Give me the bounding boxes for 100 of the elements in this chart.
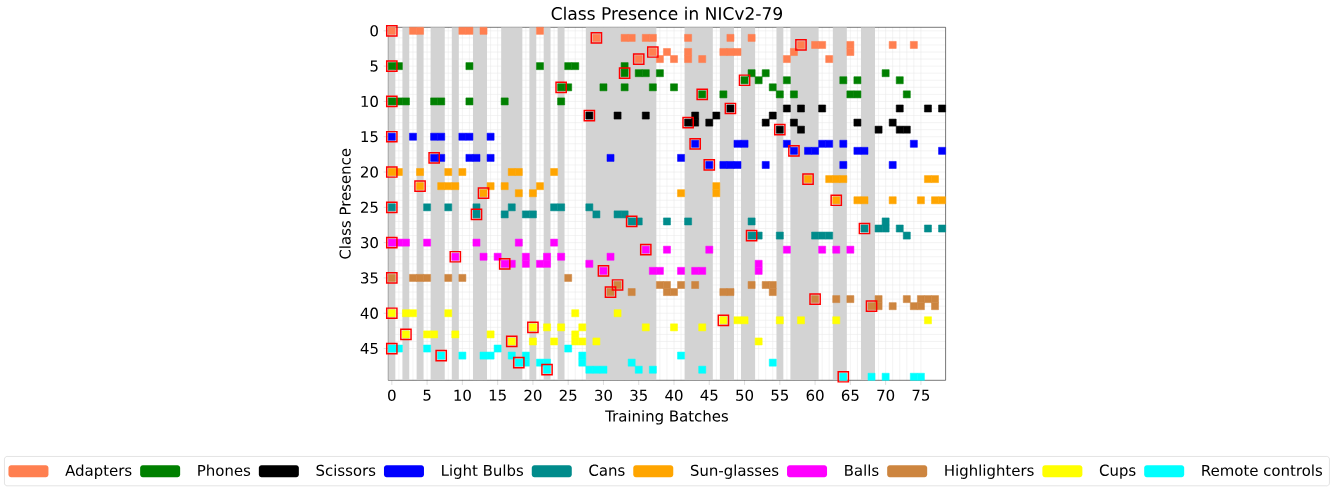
point [874, 224, 883, 233]
point [910, 302, 918, 310]
y-tick-label: 15 [361, 131, 378, 143]
point [472, 238, 481, 247]
point [825, 139, 833, 148]
point [761, 161, 770, 169]
point [818, 139, 826, 148]
point [684, 217, 692, 226]
point [733, 139, 742, 148]
point [423, 203, 431, 212]
point [761, 281, 770, 289]
point [924, 224, 932, 233]
point [691, 281, 699, 289]
point [910, 372, 918, 381]
point [515, 189, 523, 198]
point [768, 288, 777, 296]
point [402, 97, 410, 106]
point [430, 132, 438, 141]
point [768, 111, 777, 120]
point [402, 309, 410, 318]
point [825, 231, 833, 240]
point [783, 104, 791, 113]
point [705, 118, 714, 127]
point [641, 323, 650, 332]
point [783, 76, 791, 85]
point [790, 90, 798, 99]
point [740, 316, 749, 325]
x-tick-label: 15 [489, 389, 506, 401]
point [874, 295, 883, 303]
point [917, 302, 925, 310]
point [691, 111, 699, 120]
point [444, 203, 453, 212]
point [698, 267, 707, 275]
point [811, 231, 819, 240]
point [677, 267, 685, 275]
point [557, 97, 565, 106]
x-tick-label: 35 [630, 389, 647, 401]
point [832, 316, 841, 325]
point [620, 34, 629, 42]
point [825, 55, 833, 63]
point [726, 48, 735, 56]
point [776, 90, 784, 99]
point [938, 104, 946, 113]
point [500, 210, 509, 219]
point [543, 323, 551, 332]
point [761, 69, 770, 77]
point [719, 161, 728, 169]
point [550, 168, 558, 176]
point [754, 337, 763, 346]
point [832, 245, 841, 254]
point [719, 48, 728, 56]
point [529, 210, 537, 219]
point [656, 69, 664, 77]
point [451, 330, 460, 339]
point [571, 309, 580, 318]
point [839, 161, 848, 169]
point [712, 182, 721, 190]
x-tick-label: 25 [559, 389, 577, 401]
legend-label: Sun-glasses [690, 464, 779, 479]
point [846, 41, 855, 49]
point [846, 48, 855, 56]
point [811, 41, 819, 49]
point [853, 76, 862, 85]
point [776, 316, 784, 325]
legend-label: Light Bulbs [442, 464, 524, 479]
point [726, 34, 735, 42]
point [486, 330, 495, 339]
y-tick-label: 5 [370, 60, 378, 72]
x-tick-label: 20 [524, 389, 542, 401]
point [522, 351, 530, 360]
point [416, 168, 424, 176]
point [895, 125, 904, 134]
point [677, 189, 685, 198]
point [479, 252, 488, 261]
point [776, 231, 784, 240]
point [564, 344, 572, 353]
point [479, 27, 488, 35]
chart-title: Class Presence in NICv2-79 [551, 6, 782, 20]
point [656, 281, 664, 289]
point [409, 132, 417, 141]
point [677, 154, 685, 162]
point [564, 274, 572, 282]
point [613, 210, 622, 219]
point [917, 372, 925, 381]
point [888, 302, 897, 310]
x-tick-label: 50 [736, 389, 754, 401]
point [599, 83, 608, 92]
point [437, 132, 446, 141]
point [747, 217, 756, 226]
point [458, 351, 467, 360]
point [522, 252, 530, 261]
point [747, 69, 756, 77]
y-tick-label: 0 [370, 25, 378, 37]
point [740, 139, 749, 148]
point [698, 323, 707, 332]
point [797, 316, 805, 325]
point [761, 118, 770, 127]
point [536, 182, 544, 190]
point [881, 224, 890, 233]
point [846, 295, 855, 303]
